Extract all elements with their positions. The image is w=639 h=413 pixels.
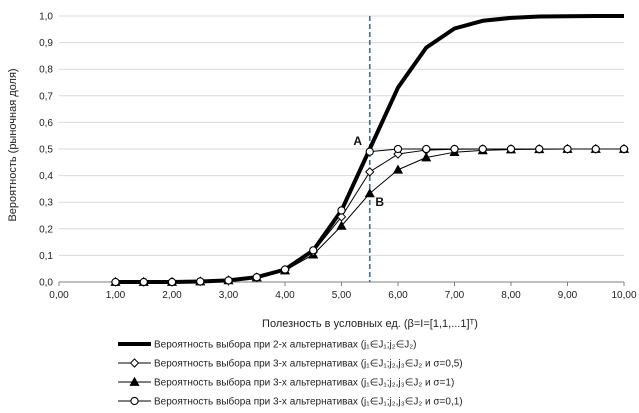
- triangle-marker: [336, 220, 347, 230]
- annotation-label: A: [353, 134, 362, 148]
- circle-marker: [365, 147, 374, 156]
- y-axis-title: Вероятность (рыночная доля): [7, 68, 19, 221]
- circle-marker: [535, 144, 544, 154]
- y-tick-label: 0,5: [39, 145, 53, 156]
- x-tick-label: 7,00: [445, 290, 465, 301]
- circle-marker: [619, 144, 629, 154]
- diamond-marker: [365, 167, 375, 177]
- x-tick-label: 1,00: [106, 290, 126, 301]
- x-tick-label: 10,00: [611, 290, 636, 301]
- y-tick-label: 0,3: [39, 198, 53, 209]
- circle-marker: [196, 277, 205, 286]
- x-tick-label: 0,00: [49, 290, 69, 301]
- y-tick-label: 0,0: [39, 278, 53, 289]
- legend-label: Вероятность выбора при 3-х альтернативах…: [154, 358, 463, 370]
- triangle-marker: [392, 164, 404, 174]
- axes: 0,0 0,1 0,2 0,3 0,4 0,5 0,6 0,7 0,8 0,9 1,0 0,00 1,0…: [39, 12, 637, 302]
- y-tick-label: 0,6: [39, 118, 53, 129]
- triangle-marker: [421, 152, 432, 162]
- circle-marker: [111, 277, 120, 287]
- x-tick-label: 4,00: [275, 290, 295, 301]
- x-tick-label: 5,00: [332, 290, 352, 301]
- legend-label: Вероятность выбора при 3-х альтернативах…: [154, 377, 454, 389]
- x-tick-label: 8,00: [501, 290, 521, 301]
- circle-marker: [280, 265, 290, 274]
- annotations: AB: [353, 134, 384, 209]
- y-tick-label: 1,0: [39, 12, 53, 23]
- x-tick-label: 6,00: [388, 290, 408, 301]
- x-tick-label: 9,00: [558, 290, 578, 301]
- y-tick-label: 0,9: [39, 38, 53, 49]
- gridlines: [59, 15, 624, 283]
- y-tick-label: 0,1: [39, 251, 53, 262]
- circle-marker: [591, 144, 600, 154]
- circle-marker: [130, 396, 139, 406]
- series-group: [110, 14, 630, 287]
- y-tick-label: 0,4: [39, 171, 53, 182]
- x-tick-label: 2,00: [162, 290, 182, 301]
- triangle-marker: [129, 376, 140, 386]
- y-tick-label: 0,7: [39, 91, 53, 102]
- diamond-marker: [129, 358, 140, 368]
- circle-marker: [422, 144, 431, 154]
- circle-marker: [139, 277, 148, 287]
- circle-marker: [563, 144, 572, 154]
- circle-marker: [337, 206, 346, 215]
- circle-marker: [450, 144, 459, 154]
- circle-marker: [224, 276, 233, 285]
- circle-marker: [478, 144, 487, 154]
- circle-marker: [167, 277, 177, 287]
- x-tick-label: 3,00: [219, 290, 239, 301]
- y-tick-label: 0,2: [39, 224, 53, 235]
- circle-marker: [252, 273, 261, 282]
- series-line: [111, 144, 629, 287]
- legend: Вероятность выбора при 2-х альтернативах…: [118, 339, 463, 408]
- circle-marker: [309, 246, 318, 255]
- legend-label: Вероятность выбора при 2-х альтернативах…: [154, 339, 417, 351]
- triangle-marker: [364, 188, 375, 198]
- legend-label: Вероятность выбора при 3-х альтернативах…: [154, 396, 463, 408]
- circle-marker: [506, 144, 516, 154]
- diamond-marker: [336, 212, 347, 222]
- annotation-label: B: [375, 195, 384, 209]
- circle-marker: [393, 144, 403, 154]
- y-tick-label: 0,8: [39, 65, 53, 76]
- x-axis-title: Полезность в условных ед. (β=I=[1,1,...1…: [262, 318, 478, 330]
